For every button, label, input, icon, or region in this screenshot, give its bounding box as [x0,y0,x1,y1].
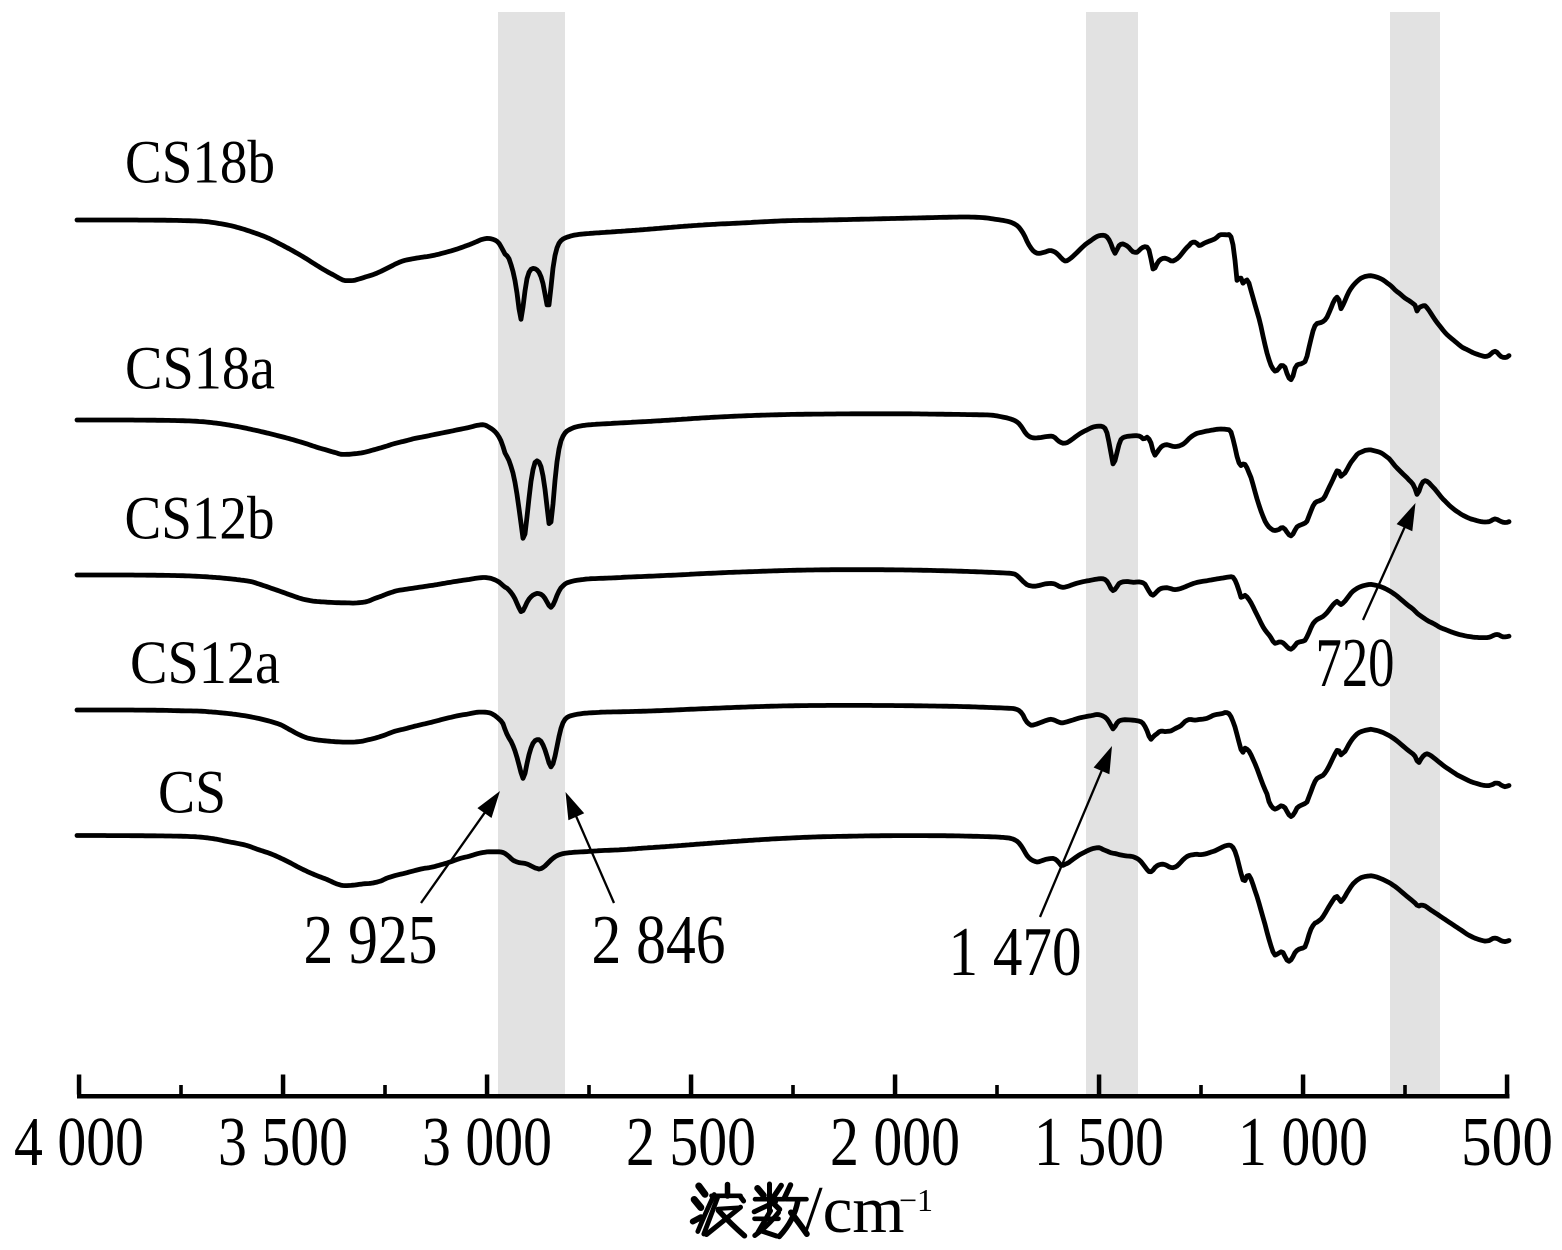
svg-text:3 500: 3 500 [218,1104,348,1181]
svg-text:1 500: 1 500 [1034,1104,1164,1181]
svg-text:4 000: 4 000 [14,1104,144,1181]
svg-text:1 000: 1 000 [1238,1104,1368,1181]
svg-text:500: 500 [1461,1104,1553,1181]
svg-text:2 925: 2 925 [304,902,438,979]
svg-text:CS: CS [158,760,226,827]
svg-text:720: 720 [1316,625,1395,702]
svg-text:3 000: 3 000 [422,1104,552,1181]
svg-text:2 500: 2 500 [626,1104,756,1181]
svg-text:CS12b: CS12b [125,486,275,553]
svg-text:CS18a: CS18a [125,336,275,403]
svg-text:CS18b: CS18b [125,130,275,197]
svg-text:2 846: 2 846 [592,902,726,979]
svg-text:1 470: 1 470 [949,914,1082,991]
svg-text:−1: −1 [899,1182,933,1218]
svg-text:/cm: /cm [804,1173,904,1247]
svg-text:CS12a: CS12a [130,630,280,697]
svg-text:2 000: 2 000 [830,1104,960,1181]
